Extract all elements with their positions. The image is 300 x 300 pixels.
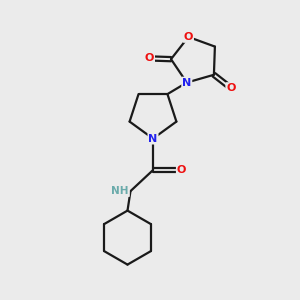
Text: N: N <box>148 134 158 144</box>
Text: NH: NH <box>112 186 129 196</box>
Text: N: N <box>182 78 191 88</box>
Text: O: O <box>226 83 236 93</box>
Text: O: O <box>145 53 154 63</box>
Text: O: O <box>177 165 186 175</box>
Text: O: O <box>184 32 193 42</box>
